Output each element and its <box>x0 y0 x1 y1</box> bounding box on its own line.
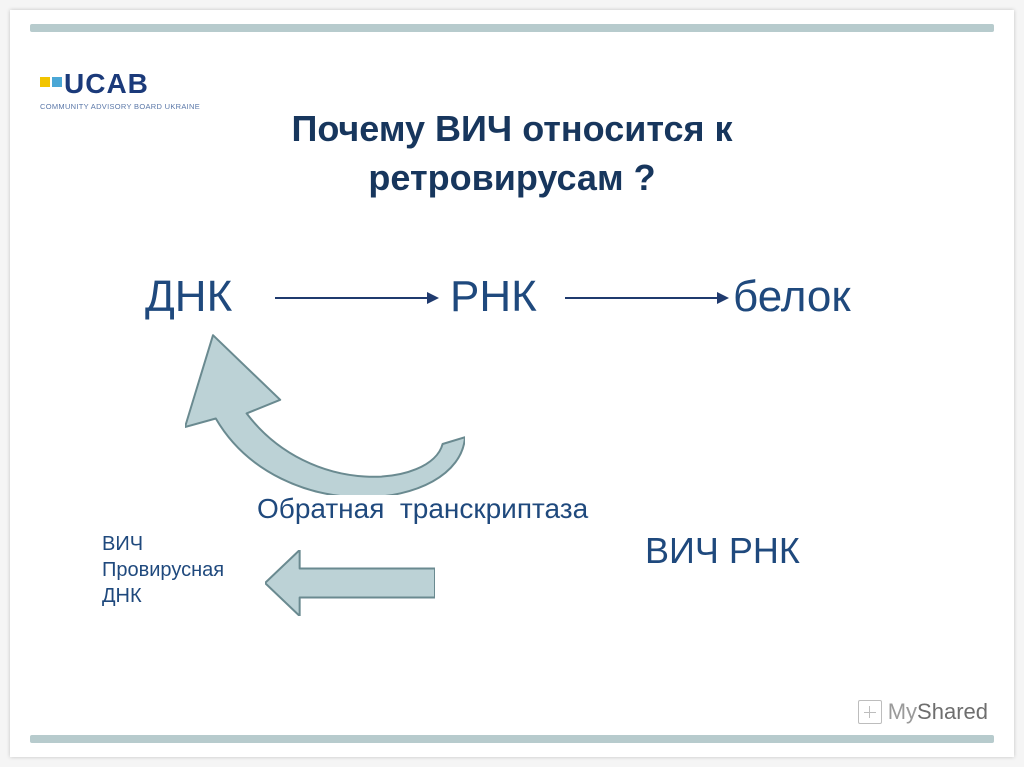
note-provirus-2: ДНК <box>102 585 142 608</box>
note-provirus-1: Провирусная <box>102 559 224 582</box>
watermark-light: My <box>888 699 917 724</box>
title-line2: ретровирусам ? <box>368 157 655 198</box>
watermark-icon <box>858 700 882 724</box>
logo-square-yellow <box>40 77 50 87</box>
logo: UCAB <box>40 70 149 98</box>
bottom-bar <box>30 735 994 743</box>
top-bar <box>30 24 994 32</box>
watermark-dark: Shared <box>917 699 988 724</box>
title-line1: Почему ВИЧ относится к <box>291 108 732 149</box>
node-dnk: ДНК <box>145 272 232 322</box>
note-vich: ВИЧ <box>102 533 143 556</box>
curved-arrow-icon <box>185 325 465 495</box>
left-arrow-icon <box>265 550 435 616</box>
node-rnk: РНК <box>450 272 537 322</box>
arrow-dnk-to-rnk <box>275 288 439 308</box>
slide-title: Почему ВИЧ относится к ретровирусам ? <box>10 105 1014 202</box>
node-vich-rnk: ВИЧ РНК <box>645 530 800 572</box>
watermark: MyShared <box>858 699 988 725</box>
node-reverse-transcriptase: Обратная транскриптаза <box>257 493 588 525</box>
arrow-rnk-to-belok <box>565 288 729 308</box>
node-belok: белок <box>733 272 851 322</box>
logo-square-cyan <box>52 77 62 87</box>
logo-text: UCAB <box>64 68 149 99</box>
